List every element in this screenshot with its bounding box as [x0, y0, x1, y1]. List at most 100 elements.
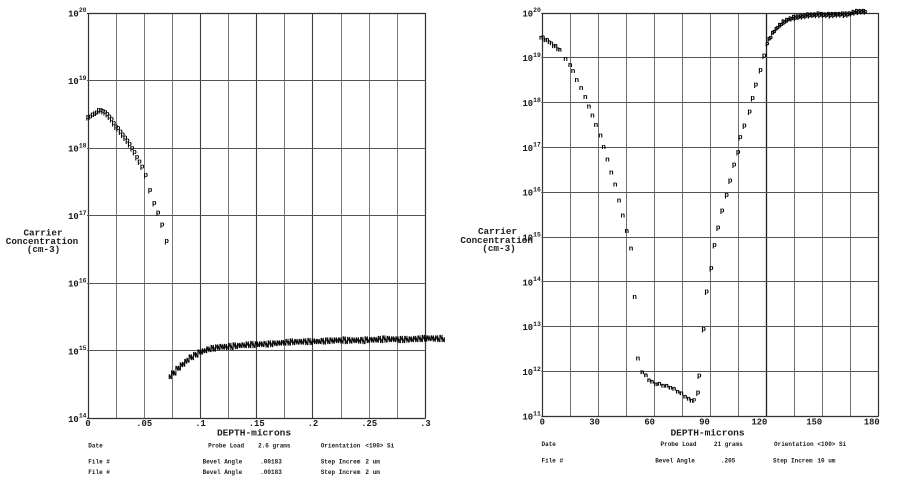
svg-text:N: N — [329, 337, 333, 344]
svg-text:N: N — [318, 339, 322, 346]
svg-text:N: N — [276, 340, 280, 347]
svg-text:N: N — [290, 338, 294, 345]
svg-text:N: N — [362, 339, 366, 346]
svg-text:P: P — [802, 13, 806, 20]
svg-text:P: P — [825, 13, 829, 20]
svg-text:P: P — [837, 11, 841, 18]
svg-text:N: N — [188, 354, 192, 361]
svg-text:N: N — [303, 338, 307, 345]
svg-text:N: N — [417, 335, 421, 342]
svg-text:N: N — [237, 342, 241, 349]
svg-text:P: P — [822, 13, 826, 20]
svg-text:N: N — [422, 335, 426, 342]
svg-text:p: p — [94, 110, 99, 118]
svg-text:13: 13 — [533, 321, 541, 328]
svg-text:n: n — [654, 381, 658, 389]
svg-text:p: p — [156, 209, 161, 217]
svg-text:N: N — [404, 336, 408, 343]
svg-text:P: P — [857, 10, 861, 17]
svg-text:N: N — [433, 336, 437, 343]
svg-text:N: N — [430, 335, 434, 342]
svg-text:N: N — [274, 341, 278, 348]
svg-text:N: N — [415, 337, 419, 344]
svg-text:2 um: 2 um — [365, 459, 380, 466]
svg-text:Bevel Angle: Bevel Angle — [655, 457, 695, 464]
svg-text:N: N — [175, 366, 179, 373]
svg-text:N: N — [184, 359, 188, 366]
svg-text:N: N — [336, 338, 340, 345]
svg-text:P: P — [806, 12, 810, 19]
svg-text:p: p — [144, 172, 149, 180]
svg-text:p: p — [125, 138, 130, 146]
svg-text:N: N — [182, 361, 186, 368]
svg-text:P: P — [797, 15, 801, 22]
svg-text:N: N — [406, 337, 410, 344]
svg-text:21 grams: 21 grams — [714, 441, 743, 448]
svg-text:P: P — [834, 12, 838, 19]
svg-text:N: N — [210, 344, 214, 351]
svg-text:P: P — [844, 11, 848, 18]
svg-text:N: N — [345, 339, 349, 346]
svg-text:14: 14 — [79, 413, 87, 420]
svg-text:0: 0 — [540, 418, 545, 428]
svg-text:P: P — [827, 12, 831, 19]
svg-text:20: 20 — [79, 7, 87, 14]
svg-text:N: N — [340, 339, 344, 346]
svg-text:N: N — [419, 337, 423, 344]
svg-text:N: N — [389, 337, 393, 344]
svg-text:N: N — [378, 336, 382, 343]
svg-text:P: P — [843, 13, 847, 20]
svg-text:N: N — [248, 343, 252, 350]
svg-text:14: 14 — [533, 276, 541, 283]
svg-text:P: P — [851, 9, 855, 16]
svg-text:n: n — [587, 104, 592, 112]
svg-text:N: N — [292, 340, 296, 347]
svg-text:N: N — [334, 337, 338, 344]
svg-text:.15: .15 — [249, 419, 265, 429]
svg-text:10: 10 — [522, 413, 533, 423]
svg-text:n: n — [640, 369, 644, 377]
svg-text:N: N — [360, 336, 364, 343]
svg-text:.2: .2 — [308, 419, 319, 429]
svg-text:P: P — [790, 17, 794, 24]
svg-text:Carrier: Carrier — [478, 226, 517, 237]
svg-text:P: P — [774, 26, 778, 33]
svg-text:10: 10 — [68, 280, 79, 290]
svg-text:p: p — [704, 289, 709, 297]
svg-text:10: 10 — [522, 368, 533, 378]
svg-text:n: n — [683, 393, 687, 401]
svg-text:p: p — [121, 132, 126, 140]
svg-text:p: p — [123, 135, 128, 143]
svg-text:10: 10 — [522, 54, 533, 64]
svg-text:16: 16 — [533, 187, 541, 194]
svg-text:P: P — [794, 16, 798, 23]
svg-text:n: n — [647, 377, 651, 385]
svg-text:10: 10 — [68, 77, 79, 87]
svg-text:p: p — [99, 107, 104, 115]
svg-text:.00183: .00183 — [260, 469, 282, 476]
svg-text:10: 10 — [68, 212, 79, 222]
svg-text:P: P — [769, 35, 773, 42]
svg-text:p: p — [105, 111, 110, 119]
svg-text:n: n — [583, 94, 588, 102]
svg-text:N: N — [281, 339, 285, 346]
svg-text:N: N — [215, 344, 219, 351]
svg-text:N: N — [428, 336, 432, 343]
svg-text:p: p — [738, 134, 743, 142]
svg-text:N: N — [219, 344, 223, 351]
svg-text:N: N — [270, 342, 274, 349]
svg-text:Carrier: Carrier — [23, 228, 62, 239]
svg-text:Probe Load: Probe Load — [208, 443, 244, 450]
svg-text:N: N — [369, 337, 373, 344]
svg-text:N: N — [375, 337, 379, 344]
svg-text:n: n — [625, 228, 630, 236]
svg-text:.05: .05 — [136, 419, 152, 429]
svg-text:Date: Date — [88, 443, 103, 450]
svg-text:P: P — [832, 13, 836, 20]
svg-text:N: N — [349, 338, 353, 345]
svg-text:N: N — [177, 366, 181, 373]
svg-text:N: N — [259, 341, 263, 348]
svg-text:p: p — [103, 109, 108, 117]
svg-text:p: p — [736, 149, 741, 157]
svg-text:.1: .1 — [195, 419, 206, 429]
